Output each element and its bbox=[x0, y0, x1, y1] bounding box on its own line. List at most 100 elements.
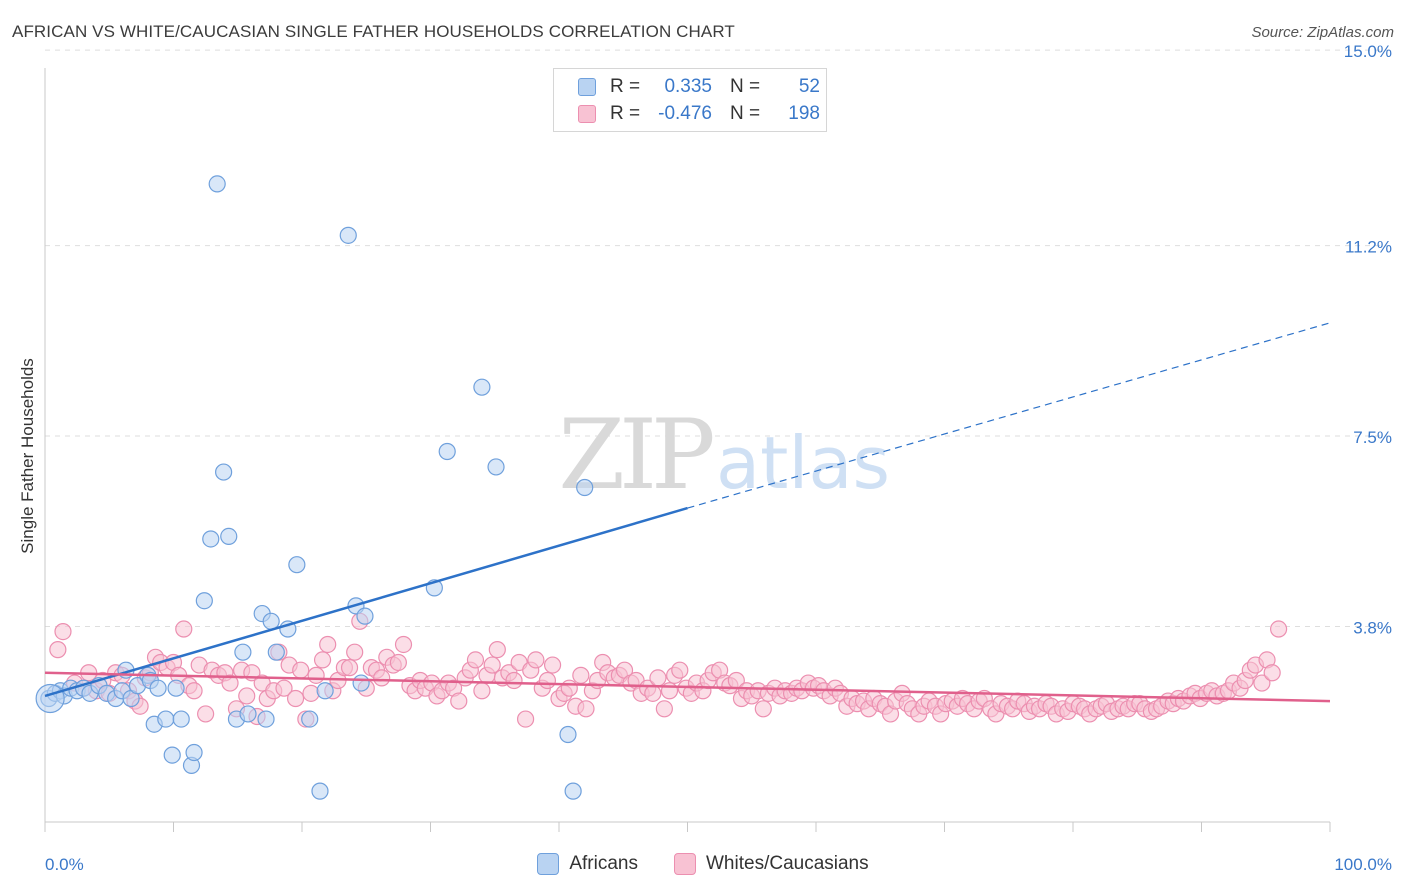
x-tick-label-1: 100.0% bbox=[1334, 855, 1392, 874]
africans-swatch bbox=[578, 78, 596, 96]
whites-point-125 bbox=[754, 700, 772, 718]
legend-item-africans[interactable]: Africans bbox=[537, 853, 638, 875]
africans-point-52 bbox=[576, 478, 594, 497]
whites-trend-line bbox=[44, 671, 1331, 703]
africans-point-51 bbox=[564, 782, 582, 800]
y-tick-label-1: 7.5% bbox=[1353, 428, 1392, 447]
africans-point-39 bbox=[301, 710, 319, 728]
africans-point-29 bbox=[220, 527, 238, 545]
source-label: Source: ZipAtlas.com bbox=[1251, 24, 1394, 41]
africans-n-label: N = bbox=[730, 76, 761, 97]
whites-n-value: 198 bbox=[788, 103, 820, 124]
africans-point-32 bbox=[239, 705, 257, 723]
whites-point-86 bbox=[538, 671, 557, 690]
whites-point-51 bbox=[346, 643, 364, 661]
whites-legend-label: Whites/Caucasians bbox=[706, 853, 869, 874]
africans-point-20 bbox=[163, 746, 181, 764]
whites-point-41 bbox=[292, 661, 310, 679]
whites-point-60 bbox=[394, 635, 413, 654]
whites-point-107 bbox=[655, 700, 673, 718]
whites-point-44 bbox=[307, 666, 325, 684]
whites-point-43 bbox=[302, 684, 320, 702]
whites-point-20 bbox=[175, 620, 193, 638]
africans-point-24 bbox=[185, 743, 203, 762]
series-legend: Africans Whites/Caucasians bbox=[0, 852, 1406, 876]
africans-point-47 bbox=[438, 442, 456, 461]
africans-point-21 bbox=[167, 679, 185, 697]
africans-point-50 bbox=[559, 725, 577, 744]
whites-point-76 bbox=[483, 656, 501, 674]
whites-point-90 bbox=[560, 679, 578, 697]
africans-point-22 bbox=[172, 710, 190, 728]
africans-point-44 bbox=[352, 674, 370, 692]
africans-series-points bbox=[35, 175, 594, 800]
y-tick-label-0: 3.8% bbox=[1353, 618, 1392, 637]
whites-point-92 bbox=[572, 666, 590, 684]
whites-point-24 bbox=[197, 705, 215, 723]
legend-item-whites[interactable]: Whites/Caucasians bbox=[674, 853, 869, 875]
whites-point-74 bbox=[473, 682, 491, 700]
watermark-atlas: atlas bbox=[716, 421, 890, 505]
africans-point-41 bbox=[316, 682, 334, 700]
africans-point-19 bbox=[157, 710, 175, 728]
africans-point-28 bbox=[215, 463, 233, 481]
chart-title: AFRICAN VS WHITE/CAUCASIAN SINGLE FATHER… bbox=[12, 22, 735, 41]
grid-lines bbox=[45, 49, 1392, 627]
whites-series-points bbox=[49, 612, 1288, 728]
whites-point-40 bbox=[286, 689, 305, 708]
whites-n-label: N = bbox=[730, 103, 761, 124]
whites-point-80 bbox=[505, 671, 523, 690]
whites-point-28 bbox=[221, 674, 239, 692]
whites-point-50 bbox=[340, 659, 359, 677]
whites-point-215 bbox=[1253, 674, 1271, 692]
africans-point-34 bbox=[257, 710, 275, 728]
whites-point-31 bbox=[238, 687, 256, 705]
whites-point-59 bbox=[389, 653, 407, 672]
africans-r-label: R = bbox=[610, 76, 641, 97]
watermark: ZIP atlas bbox=[558, 399, 890, 511]
africans-point-45 bbox=[356, 607, 374, 625]
africans-point-48 bbox=[473, 378, 491, 396]
whites-r-value: -0.476 bbox=[658, 103, 712, 124]
whites-point-22 bbox=[185, 682, 203, 700]
stats-legend: R = 0.335 N = 52 R = -0.476 N = 198 bbox=[553, 68, 827, 132]
whites-point-46 bbox=[319, 635, 337, 654]
africans-point-38 bbox=[288, 556, 306, 574]
whites-point-105 bbox=[644, 684, 662, 702]
africans-point-49 bbox=[487, 458, 505, 476]
whites-legend-swatch bbox=[674, 853, 696, 875]
africans-point-18 bbox=[149, 679, 167, 697]
y-tick-label-3: 15.0% bbox=[1344, 42, 1392, 61]
africans-point-40 bbox=[311, 782, 329, 800]
whites-point-82 bbox=[516, 710, 535, 728]
africans-trend-line-projected bbox=[687, 322, 1331, 509]
africans-point-26 bbox=[202, 530, 220, 548]
tick-labels: 3.8% 7.5% 11.2% 15.0% 0.0% 100.0% bbox=[45, 42, 1392, 874]
africans-point-42 bbox=[339, 226, 357, 244]
whites-point-106 bbox=[649, 669, 667, 687]
whites-point-77 bbox=[488, 641, 506, 659]
africans-point-27 bbox=[208, 175, 226, 193]
whites-point-73 bbox=[466, 651, 485, 669]
africans-n-value: 52 bbox=[798, 76, 820, 97]
trend-lines bbox=[44, 322, 1331, 703]
x-tick-label-0: 0.0% bbox=[45, 855, 84, 874]
whites-point-70 bbox=[450, 692, 468, 710]
whites-point-218 bbox=[1269, 620, 1288, 638]
africans-point-large bbox=[35, 683, 65, 714]
africans-trend-line bbox=[44, 506, 688, 698]
whites-point-1 bbox=[54, 622, 72, 641]
whites-point-110 bbox=[671, 661, 689, 679]
africans-legend-label: Africans bbox=[569, 853, 638, 874]
whites-point-93 bbox=[577, 700, 595, 718]
legend-row-whites: R = -0.476 N = 198 bbox=[578, 102, 820, 126]
whites-point-0 bbox=[49, 641, 67, 659]
legend-row-africans: R = 0.335 N = 52 bbox=[578, 75, 820, 99]
whites-point-56 bbox=[373, 669, 391, 687]
whites-point-45 bbox=[313, 651, 332, 669]
whites-r-label: R = bbox=[610, 103, 641, 124]
whites-point-84 bbox=[527, 651, 545, 669]
africans-point-25 bbox=[195, 592, 213, 610]
africans-legend-swatch bbox=[537, 853, 560, 875]
